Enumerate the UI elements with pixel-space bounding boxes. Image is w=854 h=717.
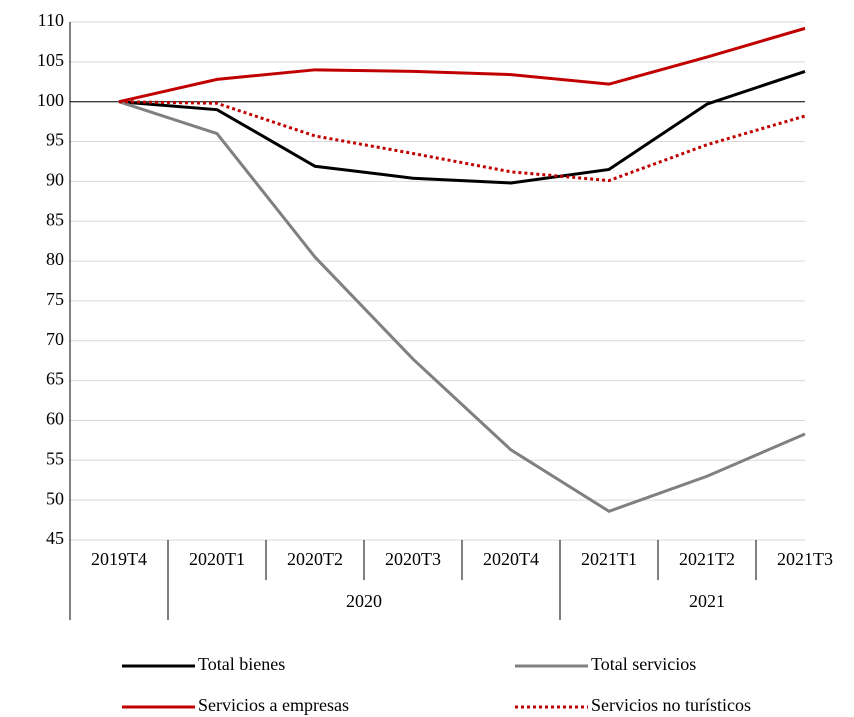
- series-line: [118, 100, 806, 513]
- y-tick-label: 60: [46, 409, 64, 429]
- y-tick-label: 90: [46, 170, 64, 190]
- y-tick-label: 45: [46, 528, 64, 548]
- series-line: [118, 100, 806, 183]
- y-tick-label: 110: [38, 10, 64, 30]
- legend-label: Servicios no turísticos: [591, 695, 751, 715]
- y-tick-label: 85: [46, 209, 64, 229]
- series-line: [118, 26, 806, 104]
- legend-label: Total bienes: [198, 654, 285, 674]
- x-group-label: 2020: [346, 591, 382, 611]
- y-tick-label: 75: [46, 289, 64, 309]
- x-tick-label: 2019T4: [91, 549, 147, 569]
- y-tick-label: 80: [46, 249, 64, 269]
- x-tick-label: 2020T2: [287, 549, 343, 569]
- x-tick-label: 2020T1: [189, 549, 245, 569]
- y-tick-label: 105: [37, 50, 64, 70]
- y-tick-label: 50: [46, 488, 64, 508]
- y-tick-label: 65: [46, 369, 64, 389]
- y-tick-label: 70: [46, 329, 64, 349]
- legend-label: Total servicios: [591, 654, 696, 674]
- x-tick-label: 2020T3: [385, 549, 441, 569]
- legend-label: Servicios a empresas: [198, 695, 349, 715]
- x-tick-label: 2021T3: [777, 549, 833, 569]
- y-tick-label: 55: [46, 448, 64, 468]
- x-group-label: 2021: [689, 591, 725, 611]
- series-line: [118, 69, 806, 185]
- y-tick-label: 95: [46, 130, 64, 150]
- x-tick-label: 2020T4: [483, 549, 539, 569]
- y-tick-label: 100: [37, 90, 64, 110]
- x-tick-label: 2021T1: [581, 549, 637, 569]
- x-tick-label: 2021T2: [679, 549, 735, 569]
